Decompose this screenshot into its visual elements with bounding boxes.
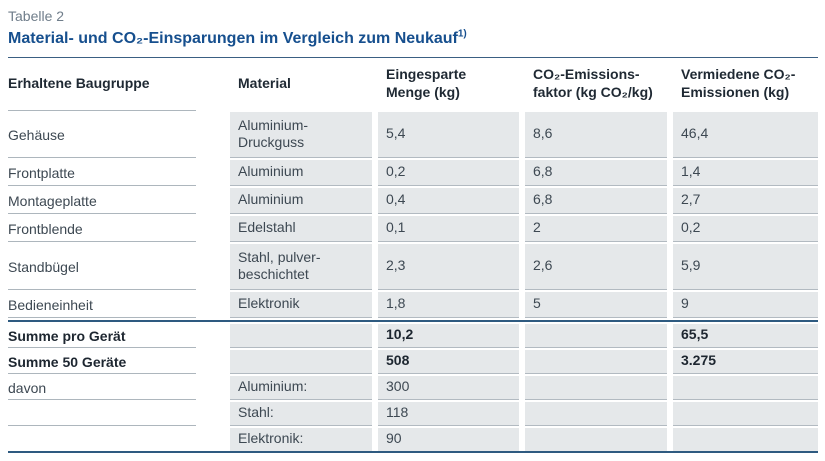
cell-baugruppe bbox=[8, 428, 224, 451]
cell-material: Stahl, pulver- beschichtet bbox=[230, 243, 372, 290]
cell-menge: 1,8 bbox=[378, 291, 519, 318]
table-title-text: Material- und CO₂-Einsparungen im Vergle… bbox=[8, 29, 458, 47]
table-row: Gehäuse Aluminium- Druckguss 5,4 8,6 46,… bbox=[8, 111, 818, 158]
summary-row: Summe 50 Geräte 508 3.275 bbox=[8, 349, 818, 374]
cell-menge: 0,1 bbox=[378, 215, 519, 242]
table-row: Frontblende Edelstahl 0,1 2 0,2 bbox=[8, 215, 818, 242]
cell-emissionen bbox=[673, 375, 818, 400]
table-caption: Tabelle 2 bbox=[8, 8, 65, 24]
data-table: Erhaltene Baugruppe Material Eingesparte… bbox=[8, 56, 818, 453]
cell-emissionen: 0,2 bbox=[673, 215, 818, 242]
cell-menge: 5,4 bbox=[378, 111, 519, 158]
cell-faktor bbox=[525, 323, 667, 348]
cell-material: Stahl: bbox=[230, 401, 372, 426]
cell-faktor bbox=[525, 427, 667, 451]
cell-emissionen: 9 bbox=[673, 291, 818, 318]
cell-baugruppe: Summe 50 Geräte bbox=[8, 350, 224, 374]
cell-material: Edelstahl bbox=[230, 215, 372, 242]
header-row: Erhaltene Baugruppe Material Eingesparte… bbox=[8, 58, 818, 111]
cell-faktor bbox=[525, 375, 667, 400]
footnote-marker: 1) bbox=[457, 28, 467, 40]
cell-baugruppe: Montageplatte bbox=[8, 188, 224, 214]
table-row: Standbügel Stahl, pulver- beschichtet 2,… bbox=[8, 243, 818, 290]
breakdown-row: Stahl: 118 bbox=[8, 401, 818, 426]
cell-baugruppe: Frontblende bbox=[8, 216, 224, 242]
table-row: Montageplatte Aluminium 0,4 6,8 2,7 bbox=[8, 187, 818, 214]
cell-menge: 0,2 bbox=[378, 159, 519, 186]
header-baugruppe: Erhaltene Baugruppe bbox=[8, 58, 224, 111]
cell-material bbox=[230, 323, 372, 348]
cell-baugruppe: davon bbox=[8, 376, 224, 400]
cell-menge: 118 bbox=[378, 401, 519, 426]
cell-emissionen bbox=[673, 401, 818, 426]
cell-emissionen: 3.275 bbox=[673, 349, 818, 374]
table-title: Material- und CO₂-Einsparungen im Vergle… bbox=[8, 29, 818, 48]
cell-material: Aluminium bbox=[230, 159, 372, 186]
cell-emissionen: 65,5 bbox=[673, 323, 818, 348]
cell-baugruppe: Summe pro Gerät bbox=[8, 324, 224, 348]
cell-baugruppe: Gehäuse bbox=[8, 112, 224, 158]
cell-menge: 508 bbox=[378, 349, 519, 374]
cell-baugruppe: Standbügel bbox=[8, 244, 224, 290]
table-row: Bedieneinheit Elektronik 1,8 5 9 bbox=[8, 291, 818, 318]
header-material: Material bbox=[238, 74, 291, 91]
cell-faktor: 6,8 bbox=[525, 187, 667, 214]
cell-emissionen: 5,9 bbox=[673, 243, 818, 290]
cell-material: Aluminium bbox=[230, 187, 372, 214]
cell-faktor bbox=[525, 401, 667, 426]
cell-faktor: 6,8 bbox=[525, 159, 667, 186]
cell-faktor bbox=[525, 349, 667, 374]
cell-baugruppe: Frontplatte bbox=[8, 160, 224, 186]
cell-menge: 0,4 bbox=[378, 187, 519, 214]
cell-faktor: 2,6 bbox=[525, 243, 667, 290]
cell-menge: 300 bbox=[378, 375, 519, 400]
cell-baugruppe bbox=[8, 402, 224, 426]
cell-menge: 2,3 bbox=[378, 243, 519, 290]
cell-faktor: 2 bbox=[525, 215, 667, 242]
cell-material: Elektronik bbox=[230, 291, 372, 318]
header-co2-faktor: CO₂-Emissions- faktor (kg CO₂/kg) bbox=[533, 65, 653, 100]
table-row: Frontplatte Aluminium 0,2 6,8 1,4 bbox=[8, 159, 818, 186]
cell-material: Elektronik: bbox=[230, 427, 372, 451]
breakdown-row: Elektronik: 90 bbox=[8, 427, 818, 451]
summary-row: Summe pro Gerät 10,2 65,5 bbox=[8, 323, 818, 348]
cell-faktor: 5 bbox=[525, 291, 667, 318]
cell-emissionen: 2,7 bbox=[673, 187, 818, 214]
cell-baugruppe: Bedieneinheit bbox=[8, 292, 224, 318]
document-page: Tabelle 2 Material- und CO₂-Einsparungen… bbox=[8, 8, 818, 453]
summary-divider-rule bbox=[8, 319, 818, 322]
cell-menge: 10,2 bbox=[378, 323, 519, 348]
breakdown-row: davon Aluminium: 300 bbox=[8, 375, 818, 400]
cell-material: Aluminium: bbox=[230, 375, 372, 400]
cell-material bbox=[230, 349, 372, 374]
header-vermiedene-emissionen: Vermiedene CO₂- Emissionen (kg) bbox=[681, 65, 796, 100]
cell-faktor: 8,6 bbox=[525, 111, 667, 158]
cell-emissionen: 46,4 bbox=[673, 111, 818, 158]
cell-emissionen bbox=[673, 427, 818, 451]
cell-material: Aluminium- Druckguss bbox=[230, 111, 372, 158]
cell-emissionen: 1,4 bbox=[673, 159, 818, 186]
cell-menge: 90 bbox=[378, 427, 519, 451]
header-eingesparte-menge: Eingesparte Menge (kg) bbox=[386, 65, 467, 100]
